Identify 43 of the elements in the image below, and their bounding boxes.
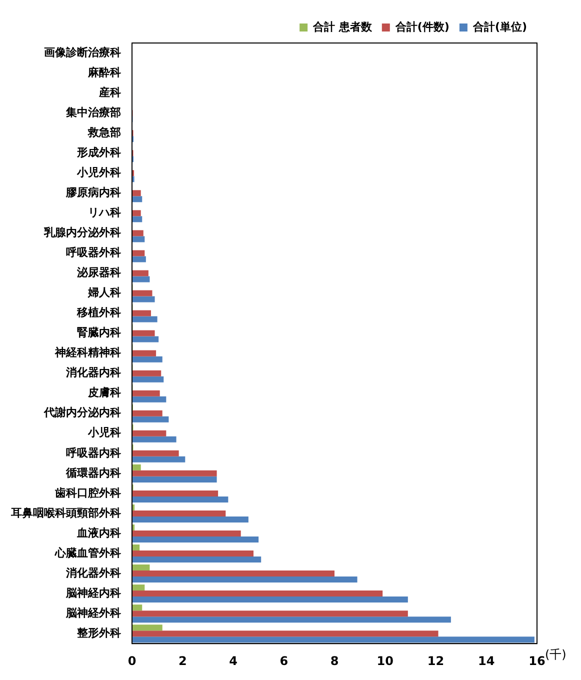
- y-tick-label: 麻酔科: [87, 66, 121, 79]
- x-tick-label: 12: [427, 654, 444, 668]
- x-tick-label: 10: [376, 654, 394, 668]
- y-tick-label: 皮膚科: [87, 386, 121, 400]
- y-tick-label: 脳神経外科: [65, 606, 121, 620]
- y-tick-label: 画像診断治療科: [44, 46, 121, 59]
- y-tick-label: 泌尿器科: [76, 266, 121, 280]
- y-tick-label: 歯科口腔外科: [54, 486, 121, 500]
- x-tick-label: 16: [528, 654, 546, 668]
- y-tick-label: 形成外科: [76, 146, 121, 159]
- x-tick-label: 8: [330, 654, 339, 668]
- x-tick-label: 6: [280, 654, 288, 668]
- y-tick-label: 神経科精神科: [54, 346, 121, 360]
- x-tick-label: 0: [128, 654, 136, 668]
- y-tick-label: 移植外科: [76, 306, 121, 320]
- y-tick-label: 代謝内分泌内科: [43, 406, 121, 420]
- y-tick-label: 救急部: [87, 126, 121, 139]
- x-axis-title: (千): [545, 648, 566, 662]
- y-tick-label: 呼吸器内科: [66, 446, 121, 460]
- y-tick-label: リハ科: [88, 206, 121, 220]
- y-tick-label: 小児科: [87, 426, 121, 440]
- y-tick-label: 婦人科: [87, 286, 121, 300]
- legend-label: 合計 患者数: [312, 20, 373, 34]
- y-tick-label: 腎臓内科: [77, 326, 121, 340]
- y-tick-label: 心臓血管外科: [54, 546, 121, 560]
- x-tick-label: 2: [178, 654, 187, 668]
- y-tick-label: 産科: [98, 86, 121, 99]
- y-tick-label: 消化器外科: [65, 566, 121, 580]
- y-tick-label: 膠原病内科: [65, 186, 121, 200]
- y-tick-label: 循環器内科: [65, 466, 121, 480]
- y-tick-label: 呼吸器外科: [66, 246, 121, 260]
- y-tick-label: 集中治療部: [65, 106, 121, 119]
- x-tick-label: 14: [478, 654, 495, 668]
- y-tick-label: 整形外科: [76, 626, 121, 640]
- y-tick-label: 乳腺内分泌外科: [43, 226, 121, 240]
- legend-label: 合計(単位): [472, 20, 528, 34]
- y-tick-label: 消化器内科: [65, 366, 121, 380]
- y-tick-label: 耳鼻咽喉科頭頸部外科: [10, 506, 121, 520]
- y-tick-label: 脳神経内科: [65, 586, 121, 600]
- x-tick-label: 4: [229, 654, 238, 668]
- legend-label: 合計(件数): [394, 20, 450, 34]
- y-tick-label: 血液内科: [76, 526, 121, 540]
- y-tick-label: 小児外科: [76, 166, 121, 179]
